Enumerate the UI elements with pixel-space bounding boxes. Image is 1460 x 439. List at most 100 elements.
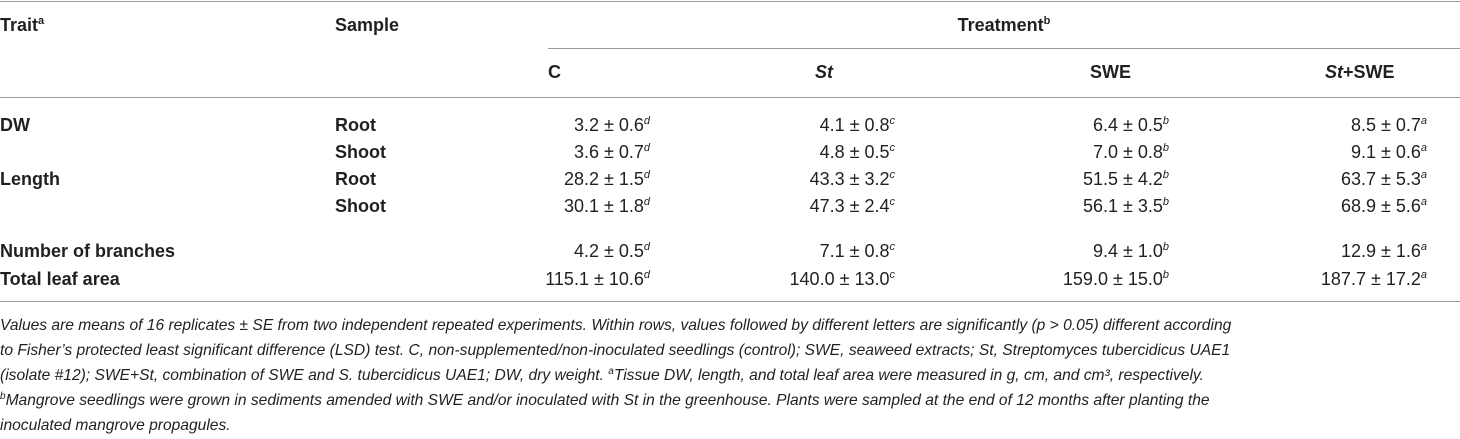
value: 159.0 ± 15.0 [1062,269,1163,289]
header-text: SWE [1090,62,1132,82]
trait-cell: Number of branches [0,240,175,262]
header-rule [0,97,1460,98]
value-cell: 28.2 ± 1.5d [400,168,650,193]
significance-letter: a [1420,169,1427,181]
value-cell: 43.3 ± 3.2c [645,168,895,193]
header-text: C [548,62,561,82]
value-cell: 63.7 ± 5.3a [1177,168,1427,193]
value: 51.5 ± 4.2 [1082,169,1163,189]
value: 43.3 ± 3.2 [809,169,890,189]
header-text: Trait [0,15,39,35]
value: 8.5 ± 0.7 [1350,115,1421,135]
value: 187.7 ± 17.2 [1320,269,1421,289]
trait: Total leaf area [0,269,120,289]
significance-letter: a [1420,241,1427,253]
footnote-text: inoculated mangrove propagules. [0,417,231,434]
header-text: Sample [335,15,400,35]
value: 12.9 ± 1.6 [1340,241,1421,261]
value-cell: 9.1 ± 0.6a [1177,141,1427,166]
value-cell: 7.0 ± 0.8b [919,141,1169,166]
footnote-text: to Fisher’s protected least significant … [0,342,1231,359]
significance-letter: c [889,241,896,253]
value: 56.1 ± 3.5 [1082,196,1163,216]
value: 68.9 ± 5.6 [1340,196,1421,216]
significance-letter: a [1420,196,1427,208]
trait: Number of branches [0,241,176,261]
significance-letter: c [889,196,896,208]
value-cell: 56.1 ± 3.5b [919,195,1169,220]
sample-cell: Shoot [335,195,386,217]
significance-letter: c [889,142,896,154]
significance-letter: c [889,115,896,127]
value-cell: 187.7 ± 17.2a [1177,268,1427,293]
value-cell: 4.1 ± 0.8c [645,114,895,139]
footnote-text: (isolate #12); SWE+St, combination of SW… [0,367,609,384]
value: 4.1 ± 0.8 [819,115,890,135]
footnote-line: inoculated mangrove propagules. [0,416,231,436]
significance-letter: d [643,142,650,154]
value: 47.3 ± 2.4 [809,196,890,216]
value: 9.1 ± 0.6 [1350,142,1421,162]
significance-letter: d [643,269,650,281]
top-rule [0,1,1460,2]
value-cell: 6.4 ± 0.5b [919,114,1169,139]
footnote-mark: a [608,366,614,377]
trait: DW [0,115,30,135]
trait-cell: Total leaf area [0,268,120,290]
value-cell: 68.9 ± 5.6a [1177,195,1427,220]
value-cell: 115.1 ± 10.6d [400,268,650,293]
sample-cell: Shoot [335,141,386,163]
footnote-line: (isolate #12); SWE+St, combination of SW… [0,366,1204,388]
column-header: St [815,61,833,83]
value: 3.6 ± 0.7 [573,142,644,162]
value: 6.4 ± 0.5 [1092,115,1163,135]
value-cell: 4.8 ± 0.5c [645,141,895,166]
value-cell: 30.1 ± 1.8d [400,195,650,220]
footnote-text: Values are means of 16 replicates ± SE f… [0,317,1232,334]
significance-letter: a [1420,269,1427,281]
footnote-text: Tissue DW, length, and total leaf area w… [613,367,1204,384]
significance-letter: a [1420,115,1427,127]
sample: Root [335,115,376,135]
significance-letter: b [1162,241,1169,253]
column-header: C [548,61,561,83]
significance-letter: c [889,269,896,281]
sample: Shoot [335,196,386,216]
value: 7.1 ± 0.8 [819,241,890,261]
value-cell: 140.0 ± 13.0c [645,268,895,293]
sample-cell: Root [335,168,376,190]
footnote-line: Values are means of 16 replicates ± SE f… [0,316,1231,336]
column-header: SWE [1090,61,1131,83]
significance-letter: b [1162,269,1169,281]
treatment-header: Treatmentb [548,14,1460,39]
value-cell: 4.2 ± 0.5d [400,240,650,265]
significance-letter: d [643,115,650,127]
value: 7.0 ± 0.8 [1092,142,1163,162]
value: 9.4 ± 1.0 [1092,241,1163,261]
value: 30.1 ± 1.8 [563,196,644,216]
significance-letter: c [889,169,896,181]
header-text: +SWE [1343,62,1395,82]
sample: Shoot [335,142,386,162]
trait-cell: Length [0,168,60,190]
trait: Length [0,169,60,189]
value: 3.2 ± 0.6 [573,115,644,135]
footnote-mark: a [38,15,45,27]
footnote-line: to Fisher’s protected least significant … [0,341,1230,361]
significance-letter: b [1162,196,1169,208]
value-cell: 3.6 ± 0.7d [400,141,650,166]
value: 4.8 ± 0.5 [819,142,890,162]
bottom-rule [0,301,1460,302]
significance-letter: b [1162,142,1169,154]
sample-header: Sample [335,14,399,36]
value-cell: 7.1 ± 0.8c [645,240,895,265]
value-cell: 47.3 ± 2.4c [645,195,895,220]
header-text: Treatment [957,15,1044,35]
value-cell: 8.5 ± 0.7a [1177,114,1427,139]
footnote-text: Mangrove seedlings were grown in sedimen… [5,392,1210,409]
value: 115.1 ± 10.6 [545,269,644,289]
value-cell: 51.5 ± 4.2b [919,168,1169,193]
column-header: St+SWE [1325,61,1395,83]
value-cell: 9.4 ± 1.0b [919,240,1169,265]
